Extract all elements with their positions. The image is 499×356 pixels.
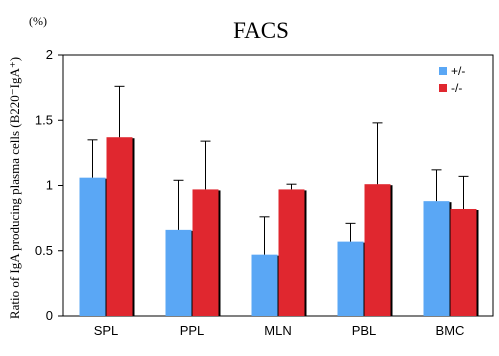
bar-knockout (450, 208, 477, 316)
y-axis-label: Ratio of IgA producing plasma cells (B22… (7, 57, 22, 319)
bar-heterozygous (423, 201, 450, 316)
y-tick-label: 2 (46, 47, 53, 62)
bar-heterozygous (79, 177, 106, 316)
y-unit-label: (%) (29, 14, 47, 28)
chart-title: FACS (233, 18, 289, 43)
x-tick-label: PBL (352, 323, 377, 338)
error-bars-layer (87, 85, 469, 255)
x-tick-label: MLN (264, 323, 291, 338)
bars-layer (79, 137, 479, 316)
y-tick-label: 1.5 (35, 112, 53, 127)
bar-knockout (278, 189, 305, 316)
x-tick-label: BMC (436, 323, 465, 338)
bar-knockout (364, 184, 391, 316)
y-tick-label: 1 (46, 178, 53, 193)
legend-swatch-heterozygous (439, 67, 447, 75)
bar-heterozygous (165, 229, 192, 316)
y-tick-label: 0 (46, 308, 53, 323)
legend-label-heterozygous: +/- (451, 64, 465, 78)
x-tick-label: SPL (94, 323, 119, 338)
bar-heterozygous (337, 241, 364, 316)
bar-knockout (192, 189, 219, 316)
x-tick-label: PPL (180, 323, 205, 338)
axis-ticks-layer: 0 0.5 1 1.5 2 SPL PPL MLN PBL BMC (35, 47, 465, 338)
bar-heterozygous (251, 254, 278, 316)
bar-knockout (106, 137, 133, 316)
y-tick-label: 0.5 (35, 243, 53, 258)
legend-swatch-knockout (439, 84, 447, 92)
legend-label-knockout: -/- (451, 81, 462, 95)
legend: +/- -/- (439, 64, 465, 95)
